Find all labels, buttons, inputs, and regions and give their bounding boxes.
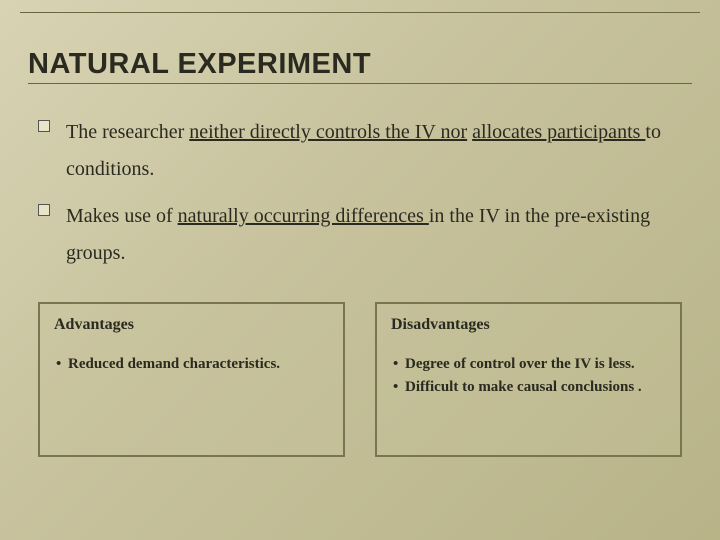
title-underline xyxy=(28,83,692,84)
bullet-text: Makes use of naturally occurring differe… xyxy=(66,198,682,272)
bullet-text: The researcher neither directly controls… xyxy=(66,114,682,188)
underlined-text: naturally occurring differences xyxy=(178,205,429,227)
advantages-list: Reduced demand characteristics. xyxy=(54,354,329,375)
box-title: Advantages xyxy=(54,316,329,334)
square-bullet-icon xyxy=(38,204,50,216)
bullet-list: The researcher neither directly controls… xyxy=(38,114,682,272)
list-item: Reduced demand characteristics. xyxy=(54,354,329,375)
comparison-boxes: Advantages Reduced demand characteristic… xyxy=(28,302,692,457)
underlined-text: neither directly controls the IV nor xyxy=(189,121,467,143)
disadvantages-list: Degree of control over the IV is less. D… xyxy=(391,354,666,398)
top-decorative-line xyxy=(20,12,700,13)
text-fragment: Makes use of xyxy=(66,205,178,227)
list-item: Degree of control over the IV is less. xyxy=(391,354,666,375)
square-bullet-icon xyxy=(38,120,50,132)
box-title: Disadvantages xyxy=(391,316,666,334)
disadvantages-box: Disadvantages Degree of control over the… xyxy=(375,302,682,457)
bullet-item: The researcher neither directly controls… xyxy=(38,114,682,188)
underlined-text: allocates participants xyxy=(472,121,645,143)
text-fragment: The researcher xyxy=(66,121,189,143)
list-item: Difficult to make causal conclusions . xyxy=(391,377,666,398)
slide: NATURAL EXPERIMENT The researcher neithe… xyxy=(0,0,720,540)
advantages-box: Advantages Reduced demand characteristic… xyxy=(38,302,345,457)
bullet-item: Makes use of naturally occurring differe… xyxy=(38,198,682,272)
slide-title: NATURAL EXPERIMENT xyxy=(28,48,692,81)
